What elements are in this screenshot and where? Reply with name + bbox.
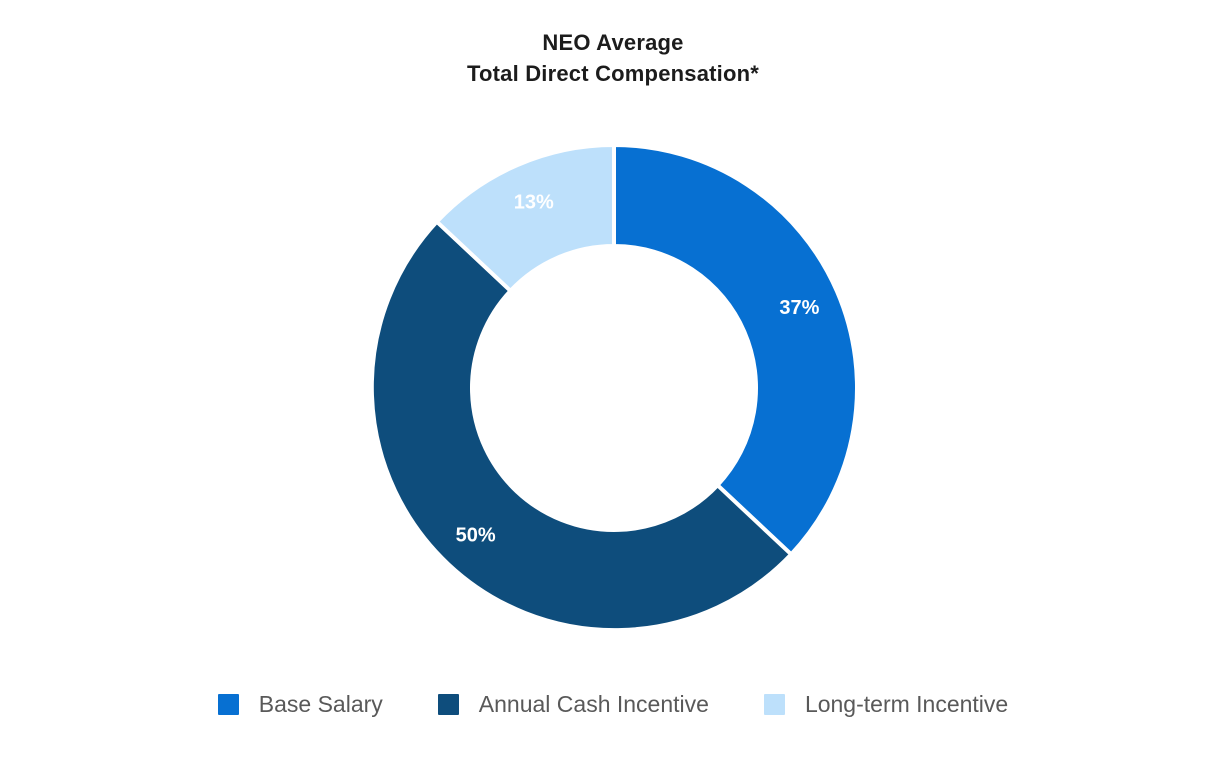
legend-item-annual-cash-incentive: Annual Cash Incentive: [437, 691, 709, 718]
legend-swatch-base-salary: [217, 694, 239, 715]
legend-label: Long-term Incentive: [804, 691, 1009, 717]
legend-item-long-term-incentive: Long-term Incentive: [763, 691, 1009, 718]
chart-title-line2: Total Direct Compensation*: [466, 61, 760, 86]
chart-legend: Base Salary Annual Cash Incentive Long-t…: [0, 691, 1226, 718]
segment-pct-label-base-salary: 37%: [779, 297, 819, 319]
donut-segment-long-term-incentive: [434, 142, 616, 294]
donut-segment-base-salary: [612, 142, 859, 558]
donut-segment-annual-cash-incentive: [369, 218, 794, 633]
legend-label: Base Salary: [258, 691, 383, 717]
legend-swatch-long-term-incentive: [763, 694, 785, 715]
legend-label: Annual Cash Incentive: [478, 691, 709, 717]
donut-chart-area: 37% 50% 13%: [364, 138, 864, 638]
legend-swatch-annual-cash-incentive: [437, 694, 459, 715]
segment-pct-label-annual-cash-incentive: 50%: [456, 524, 496, 546]
donut-chart: 37% 50% 13%: [369, 142, 859, 633]
segment-pct-label-long-term-incentive: 13%: [514, 192, 554, 214]
legend-item-base-salary: Base Salary: [217, 691, 383, 718]
chart-title-line1: NEO Average: [542, 30, 684, 55]
chart-title: NEO Average Total Direct Compensation*: [0, 27, 1226, 89]
